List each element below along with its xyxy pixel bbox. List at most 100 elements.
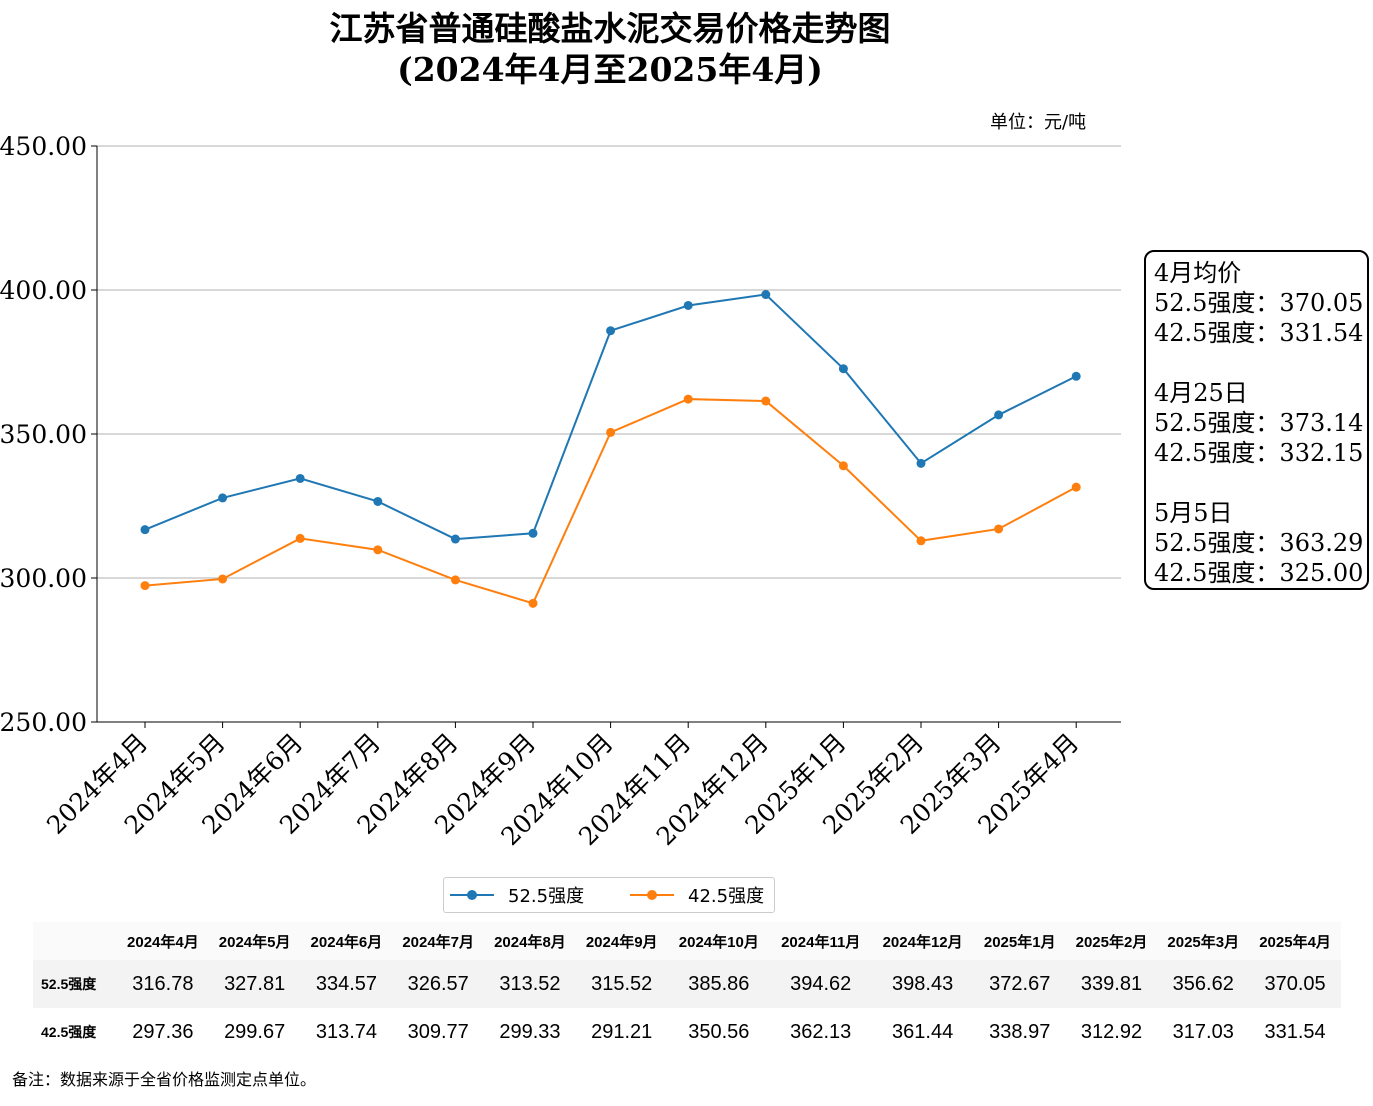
table-cell: 334.57	[300, 960, 393, 1008]
info-line: 52.5强度：370.05	[1154, 289, 1364, 317]
info-line: 52.5强度：373.14	[1154, 409, 1364, 437]
info-line: 4月25日	[1154, 379, 1248, 407]
data-point-s0-3	[373, 496, 383, 506]
table-corner	[33, 922, 117, 960]
info-line: 42.5强度：325.00	[1154, 559, 1364, 587]
info-line: 4月均价	[1154, 259, 1242, 287]
data-point-s1-7	[683, 394, 693, 404]
table-row: 42.5强度 297.36 299.67 313.74 309.77 299.33 291.…	[33, 1008, 1341, 1056]
table-header-cell: 2025年3月	[1167, 933, 1240, 951]
table-header-cell: 2024年12月	[882, 933, 963, 951]
table-header-cell: 2024年4月	[127, 933, 199, 951]
y-tick-labels: 250.00 300.00 350.00 400.00 450.00	[0, 132, 87, 737]
info-line: 52.5强度：363.29	[1154, 529, 1364, 557]
info-line: 42.5强度：332.15	[1154, 439, 1364, 467]
unit-label: 单位：元/吨	[990, 112, 1087, 133]
table-cell: 338.97	[973, 1008, 1066, 1056]
table-row-label: 52.5强度	[33, 960, 117, 1008]
table-cell: 339.81	[1065, 960, 1158, 1008]
legend-item-525: 52.5强度	[450, 878, 584, 912]
y-tick-label: 450.00	[0, 132, 87, 161]
data-point-s1-6	[606, 427, 616, 437]
table-header-cell: 2024年11月	[781, 933, 861, 951]
series	[140, 290, 1081, 608]
table-cell: 326.57	[392, 960, 485, 1008]
table-row-label: 42.5强度	[33, 1008, 117, 1056]
table-cell: 327.81	[208, 960, 301, 1008]
table-cell: 313.74	[300, 1008, 393, 1056]
table-cell: 316.78	[117, 960, 209, 1008]
data-point-s0-7	[683, 300, 693, 310]
legend-marker-525	[450, 890, 494, 900]
table-cell: 350.56	[667, 1008, 771, 1056]
y-tick-label: 350.00	[0, 420, 87, 449]
table-cell: 309.77	[392, 1008, 485, 1056]
data-point-s1-8	[761, 396, 771, 406]
table-cell: 372.67	[973, 960, 1066, 1008]
data-point-s1-10	[916, 536, 926, 546]
table-cell: 297.36	[117, 1008, 209, 1056]
chart-title-line2: (2024年4月至2025年4月)	[397, 50, 823, 89]
data-point-s1-5	[528, 598, 538, 608]
data-point-s1-3	[373, 545, 383, 555]
legend-item-425: 42.5强度	[630, 878, 764, 912]
data-point-s0-11	[994, 410, 1004, 420]
data-point-s1-12	[1071, 482, 1081, 492]
data-point-s1-0	[140, 581, 150, 591]
data-point-s1-9	[838, 461, 848, 471]
data-point-s0-2	[295, 473, 305, 483]
data-point-s1-2	[295, 533, 305, 543]
info-line: 5月5日	[1154, 499, 1233, 527]
legend-label-425: 42.5强度	[688, 886, 765, 907]
table-cell: 370.05	[1249, 960, 1341, 1008]
table-header-cell: 2024年5月	[218, 933, 291, 951]
y-tick-label: 250.00	[0, 708, 87, 737]
data-point-s0-1	[218, 493, 228, 503]
table-cell: 398.43	[871, 960, 974, 1008]
grid-lines	[97, 145, 1121, 579]
data-point-s0-4	[450, 534, 460, 544]
axes	[91, 145, 1121, 728]
table-header-cell: 2025年2月	[1075, 933, 1148, 951]
table-header-cell: 2024年10月	[678, 933, 759, 951]
table-header-cell: 2025年4月	[1259, 933, 1331, 951]
x-tick-labels: 2024年4月2024年5月2024年6月2024年7月2024年8月2024年…	[41, 728, 1084, 851]
table-cell: 385.86	[667, 960, 771, 1008]
chart-title-line1: 江苏省普通硅酸盐水泥交易价格走势图	[329, 9, 891, 48]
legend-marker-425	[630, 890, 674, 900]
line-chart: 250.00 300.00 350.00 400.00 450.00 2024年4月20…	[0, 132, 1121, 851]
table-cell: 394.62	[770, 960, 872, 1008]
table-cell: 315.52	[575, 960, 668, 1008]
table-header-cell: 2024年7月	[402, 933, 475, 951]
info-box: 4月均价 52.5强度：370.05 42.5强度：331.54 4月25日 5…	[1144, 250, 1369, 590]
table-header-row: 2024年4月 2024年5月 2024年6月 2024年7月 2024年8月 2024年…	[33, 922, 1341, 960]
table-cell: 312.92	[1065, 1008, 1158, 1056]
chart-title: 江苏省普通硅酸盐水泥交易价格走势图 (2024年4月至2025年4月)	[0, 8, 1220, 90]
y-tick-label: 300.00	[0, 564, 87, 593]
info-line: 42.5强度：331.54	[1154, 319, 1364, 347]
data-point-s0-10	[916, 458, 926, 468]
data-point-s0-0	[140, 525, 150, 535]
table-header-cell: 2024年9月	[585, 933, 658, 951]
table-cell: 362.13	[770, 1008, 872, 1056]
data-point-s0-9	[838, 364, 848, 374]
data-point-s1-11	[994, 524, 1004, 534]
table-cell: 299.33	[484, 1008, 576, 1056]
table-header-cell: 2025年1月	[983, 933, 1056, 951]
data-point-s1-1	[218, 574, 228, 584]
data-point-s0-6	[606, 326, 616, 336]
table-cell: 313.52	[484, 960, 576, 1008]
footnote: 备注：数据来源于全省价格监测定点单位。	[12, 1070, 317, 1089]
y-tick-label: 400.00	[0, 276, 87, 305]
table-cell: 361.44	[871, 1008, 974, 1056]
data-point-s1-4	[450, 575, 460, 585]
legend-label-525: 52.5强度	[508, 886, 585, 907]
table-cell: 299.67	[208, 1008, 301, 1056]
data-point-s0-12	[1071, 371, 1081, 381]
table-header-cell: 2024年6月	[310, 933, 383, 951]
table-cell: 356.62	[1157, 960, 1250, 1008]
legend: 52.5强度 42.5强度	[443, 877, 775, 913]
data-point-s0-5	[528, 528, 538, 538]
table-header-cell: 2024年8月	[494, 933, 566, 951]
table-cell: 317.03	[1157, 1008, 1250, 1056]
